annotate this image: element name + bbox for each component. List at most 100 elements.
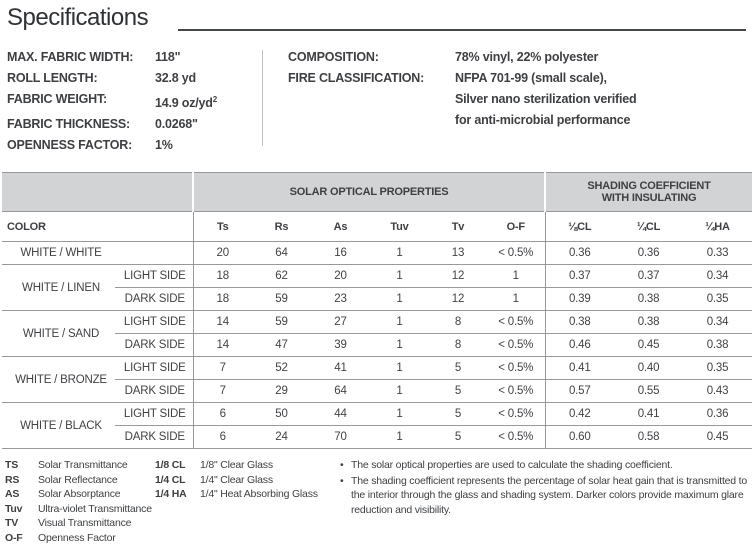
spec-row: OPENNESS FACTOR: 1% <box>7 135 217 156</box>
title-rule <box>178 29 746 31</box>
legend-key: AS <box>5 488 20 501</box>
table-cell: 0.55 <box>614 379 684 403</box>
side-label: DARK SIDE <box>115 425 193 449</box>
column-header-as: As <box>311 211 370 242</box>
group-header-solar: SOLAR OPTICAL PROPERTIES <box>191 172 546 212</box>
table-cell: 1 <box>487 264 546 288</box>
note-item: • The shading coefficient represents the… <box>340 474 752 518</box>
table-cell: 1 <box>370 287 429 311</box>
column-header-ts: Ts <box>192 211 252 242</box>
table-row-white-sand-light: WHITE / SAND LIGHT SIDE 14 59 27 1 8 < 0… <box>2 310 753 357</box>
table-cell: 1 <box>370 264 429 288</box>
table-cell: 1 <box>487 287 546 311</box>
table-cell: 0.36 <box>683 402 753 426</box>
table-cell: 14 <box>192 333 252 357</box>
legend-key: TV <box>5 517 19 530</box>
spec-row: MAX. FABRIC WIDTH: 118" <box>7 47 217 68</box>
table-cell: 0.58 <box>614 425 684 449</box>
table-cell: < 0.5% <box>487 310 546 334</box>
spec-row: FIRE CLASSIFICATION: NFPA 701-99 (small … <box>288 68 637 131</box>
table-cell: 0.33 <box>683 241 753 265</box>
spec-value-multiline: NFPA 701-99 (small scale), Silver nano s… <box>455 68 637 131</box>
table-row-white-black-dark: DARK SIDE 6 24 70 1 5 < 0.5% 0.60 0.58 0… <box>2 425 753 449</box>
table-cell: 59 <box>252 287 311 311</box>
table-cell: 1 <box>370 241 429 265</box>
legend-row: TS Solar Transmittance <box>5 458 152 473</box>
table-cell: 8 <box>429 333 487 357</box>
color-label: WHITE / SAND <box>2 310 115 357</box>
table-cell: 5 <box>429 425 487 449</box>
table-row-white-white: WHITE / WHITE 20 64 16 1 13 < 0.5% 0.36 … <box>2 241 753 265</box>
table-row-white-bronze-dark: DARK SIDE 7 29 64 1 5 < 0.5% 0.57 0.55 0… <box>2 379 753 403</box>
legend-abbreviations: TS Solar Transmittance RS Solar Reflecta… <box>5 458 152 546</box>
table-cell: 0.35 <box>683 287 753 311</box>
table-cell: 6 <box>192 402 252 426</box>
table-cell: 18 <box>192 287 252 311</box>
spec-label: FABRIC WEIGHT: <box>7 92 107 106</box>
spec-value: 78% vinyl, 22% polyester <box>455 50 599 64</box>
legend-row: 1/4 HA 1/4" Heat Absorbing Glass <box>155 487 318 502</box>
legend-key: O-F <box>5 531 23 544</box>
legend-key: TS <box>5 459 19 471</box>
table-cell: 29 <box>252 379 311 403</box>
legend-row: RS Solar Reflectance <box>5 473 152 488</box>
legend-row: 1/8 CL 1/8" Clear Glass <box>155 458 318 473</box>
column-header-tv: Tv <box>429 211 487 242</box>
table-row-white-bronze-light: WHITE / BRONZE LIGHT SIDE 7 52 41 1 5 < … <box>2 356 753 403</box>
table-cell: 5 <box>429 402 487 426</box>
table-cell: 1 <box>370 356 429 380</box>
legend-key: 1/4 HA <box>155 488 187 501</box>
table-cell: 1 <box>370 402 429 426</box>
column-header-18cl: ⅛CL <box>544 211 615 242</box>
table-cell: 20 <box>311 264 370 288</box>
table-row-white-linen-light: WHITE / LINEN LIGHT SIDE 18 62 20 1 12 1… <box>2 264 753 311</box>
table-cell: 0.34 <box>683 310 753 334</box>
table-cell: 44 <box>311 402 370 426</box>
group-header-shading: SHADING COEFFICIENT WITH INSULATING <box>544 172 753 212</box>
fire-line: for anti-microbial performance <box>455 113 631 127</box>
side-label: DARK SIDE <box>115 333 193 357</box>
spec-list-right: COMPOSITION: 78% vinyl, 22% polyester FI… <box>288 47 637 131</box>
table-cell: 39 <box>311 333 370 357</box>
spec-value: 32.8 yd <box>155 71 196 85</box>
side-label: DARK SIDE <box>115 379 193 403</box>
table-cell: 0.36 <box>544 241 615 265</box>
table-cell: 5 <box>429 379 487 403</box>
table-cell: 6 <box>192 425 252 449</box>
table-cell: 12 <box>429 264 487 288</box>
table-cell: 0.38 <box>544 310 615 334</box>
table-cell: 0.36 <box>614 241 684 265</box>
table-cell: < 0.5% <box>487 425 546 449</box>
legend-desc: Solar Reflectance <box>38 473 118 486</box>
table-cell: 0.40 <box>614 356 684 380</box>
side-label: LIGHT SIDE <box>115 310 193 334</box>
table-row-white-linen-dark: DARK SIDE 18 59 23 1 12 1 0.39 0.38 0.35 <box>2 287 753 311</box>
legend-desc: Ultra-violet Transmittance <box>38 502 152 515</box>
column-header-color: COLOR <box>2 211 193 242</box>
group-header-empty <box>2 172 193 212</box>
table-cell: 0.41 <box>544 356 615 380</box>
table-column-header-row: COLOR Ts Rs As Tuv Tv O-F ⅛CL ¼CL ¼HA <box>2 211 753 242</box>
table-cell: 16 <box>311 241 370 265</box>
table-cell: 7 <box>192 356 252 380</box>
color-label: WHITE / WHITE <box>2 241 115 265</box>
table-cell: 1 <box>370 310 429 334</box>
table-cell: 24 <box>252 425 311 449</box>
table-cell: 47 <box>252 333 311 357</box>
spec-row: COMPOSITION: 78% vinyl, 22% polyester <box>288 47 636 68</box>
page-title: Specifications <box>7 4 149 31</box>
specifications-table: SOLAR OPTICAL PROPERTIES SHADING COEFFIC… <box>2 172 753 449</box>
legend-desc: Visual Transmittance <box>38 517 132 530</box>
spec-value-text: 14.9 oz/yd <box>155 96 213 111</box>
legend-key: 1/4 CL <box>155 473 186 486</box>
legend-key: Tuv <box>5 502 23 515</box>
legend-desc: 1/8" Clear Glass <box>200 459 273 471</box>
legend-key: RS <box>5 473 20 486</box>
table-cell: 52 <box>252 356 311 380</box>
table-cell: 41 <box>311 356 370 380</box>
spec-label: COMPOSITION: <box>288 50 379 64</box>
side-label: DARK SIDE <box>115 287 193 311</box>
table-cell: 0.43 <box>683 379 753 403</box>
table-cell: 0.38 <box>614 287 684 311</box>
